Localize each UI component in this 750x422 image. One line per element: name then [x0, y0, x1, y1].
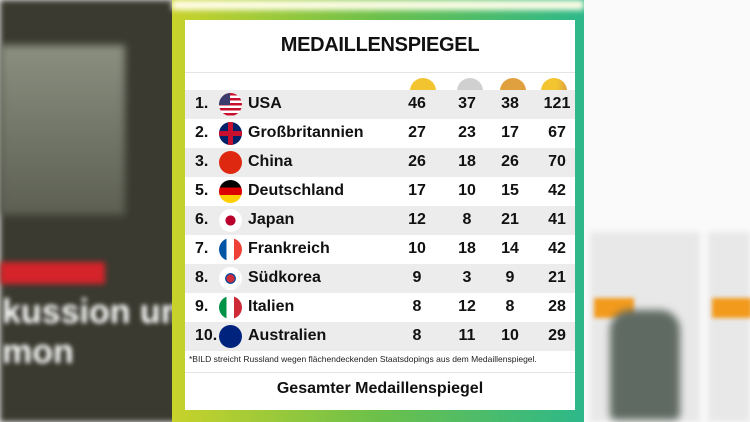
silver-count: 18 — [458, 153, 476, 170]
rank: 1. — [195, 95, 209, 112]
country-name[interactable]: Frankreich — [248, 240, 330, 257]
article-headline-blurred[interactable]: kussion um mon — [2, 293, 191, 371]
video-thumbnail-person — [0, 45, 125, 215]
flag-cn-icon — [219, 151, 242, 174]
divider — [185, 72, 575, 73]
gold-count: 8 — [412, 298, 422, 315]
flag-au-icon — [219, 325, 242, 348]
gold-count: 17 — [408, 182, 426, 199]
bronze-count: 9 — [505, 269, 515, 286]
total-count: 42 — [548, 182, 566, 199]
footnote: *BILD streicht Russland wegen flächendec… — [189, 354, 537, 364]
gold-count: 9 — [412, 269, 422, 286]
rank: 3. — [195, 153, 209, 170]
total-medals-icon — [541, 78, 567, 91]
product-card[interactable] — [708, 232, 750, 422]
rank: 2. — [195, 124, 209, 141]
total-count: 42 — [548, 240, 566, 257]
table-row[interactable]: 9. Italien 8 12 8 28 — [185, 293, 575, 322]
widget-title: MEDAILLENSPIEGEL — [280, 34, 480, 56]
bronze-count: 21 — [501, 211, 519, 228]
table-row[interactable]: 8. Südkorea 9 3 9 21 — [185, 264, 575, 293]
gold-count: 12 — [408, 211, 426, 228]
country-name[interactable]: Australien — [248, 327, 327, 344]
price-tag — [712, 298, 750, 318]
medal-table-widget: MEDAILLENSPIEGEL 1. USA 46 37 38 121 2. G… — [185, 20, 575, 410]
total-count: 29 — [548, 327, 566, 344]
bronze-count: 10 — [501, 327, 519, 344]
bronze-count: 15 — [501, 182, 519, 199]
bronze-count: 8 — [505, 298, 515, 315]
table-row[interactable]: 6. Japan 12 8 21 41 — [185, 206, 575, 235]
rank: 6. — [195, 211, 209, 228]
frame-top-strip — [172, 0, 584, 10]
rank: 10. — [195, 327, 218, 344]
rank: 7. — [195, 240, 209, 257]
rank: 9. — [195, 298, 209, 315]
flag-de-icon — [219, 180, 242, 203]
gold-count: 10 — [408, 240, 426, 257]
total-count: 41 — [548, 211, 566, 228]
total-count: 70 — [548, 153, 566, 170]
silver-count: 11 — [458, 327, 476, 344]
silver-medal-icon — [457, 78, 483, 91]
gold-count: 26 — [408, 153, 426, 170]
country-name[interactable]: Italien — [248, 298, 295, 315]
rank: 5. — [195, 182, 209, 199]
table-row[interactable]: 5. Deutschland 17 10 15 42 — [185, 177, 575, 206]
silver-count: 10 — [458, 182, 476, 199]
silver-count: 12 — [458, 298, 476, 315]
silver-count: 3 — [462, 269, 472, 286]
divider — [185, 372, 575, 373]
country-name[interactable]: China — [248, 153, 293, 170]
flag-us-icon — [219, 93, 242, 116]
bronze-count: 26 — [501, 153, 519, 170]
gold-count: 27 — [408, 124, 426, 141]
gold-count: 8 — [412, 327, 422, 344]
silver-count: 8 — [462, 211, 472, 228]
total-count: 121 — [543, 95, 571, 112]
country-name[interactable]: Deutschland — [248, 182, 345, 199]
flag-kr-icon — [219, 267, 242, 290]
table-row[interactable]: 2. Großbritannien 27 23 17 67 — [185, 119, 575, 148]
total-count: 28 — [548, 298, 566, 315]
total-count: 67 — [548, 124, 566, 141]
silver-count: 18 — [458, 240, 476, 257]
country-name[interactable]: USA — [248, 95, 282, 112]
gold-count: 46 — [408, 95, 426, 112]
table-row[interactable]: 1. USA 46 37 38 121 — [185, 90, 575, 119]
flag-it-icon — [219, 296, 242, 319]
total-count: 21 — [548, 269, 566, 286]
table-row[interactable]: 10. Australien 8 11 10 29 — [185, 322, 575, 351]
table-row[interactable]: 3. China 26 18 26 70 — [185, 148, 575, 177]
silver-count: 37 — [458, 95, 476, 112]
country-name[interactable]: Japan — [248, 211, 295, 228]
video-badge — [0, 262, 105, 284]
bronze-count: 17 — [501, 124, 519, 141]
flag-fr-icon — [219, 238, 242, 261]
flag-gb-icon — [219, 122, 242, 145]
gold-medal-icon — [410, 78, 436, 91]
bronze-medal-icon — [500, 78, 526, 91]
bronze-count: 38 — [501, 95, 519, 112]
flag-jp-icon — [219, 209, 242, 232]
backpack-image — [610, 310, 680, 420]
silver-count: 23 — [458, 124, 476, 141]
country-name[interactable]: Südkorea — [248, 269, 321, 286]
country-name[interactable]: Großbritannien — [248, 124, 364, 141]
bronze-count: 14 — [501, 240, 519, 257]
rank: 8. — [195, 269, 209, 286]
table-row[interactable]: 7. Frankreich 10 18 14 42 — [185, 235, 575, 264]
full-medal-table-link[interactable]: Gesamter Medaillenspiegel — [276, 380, 484, 397]
